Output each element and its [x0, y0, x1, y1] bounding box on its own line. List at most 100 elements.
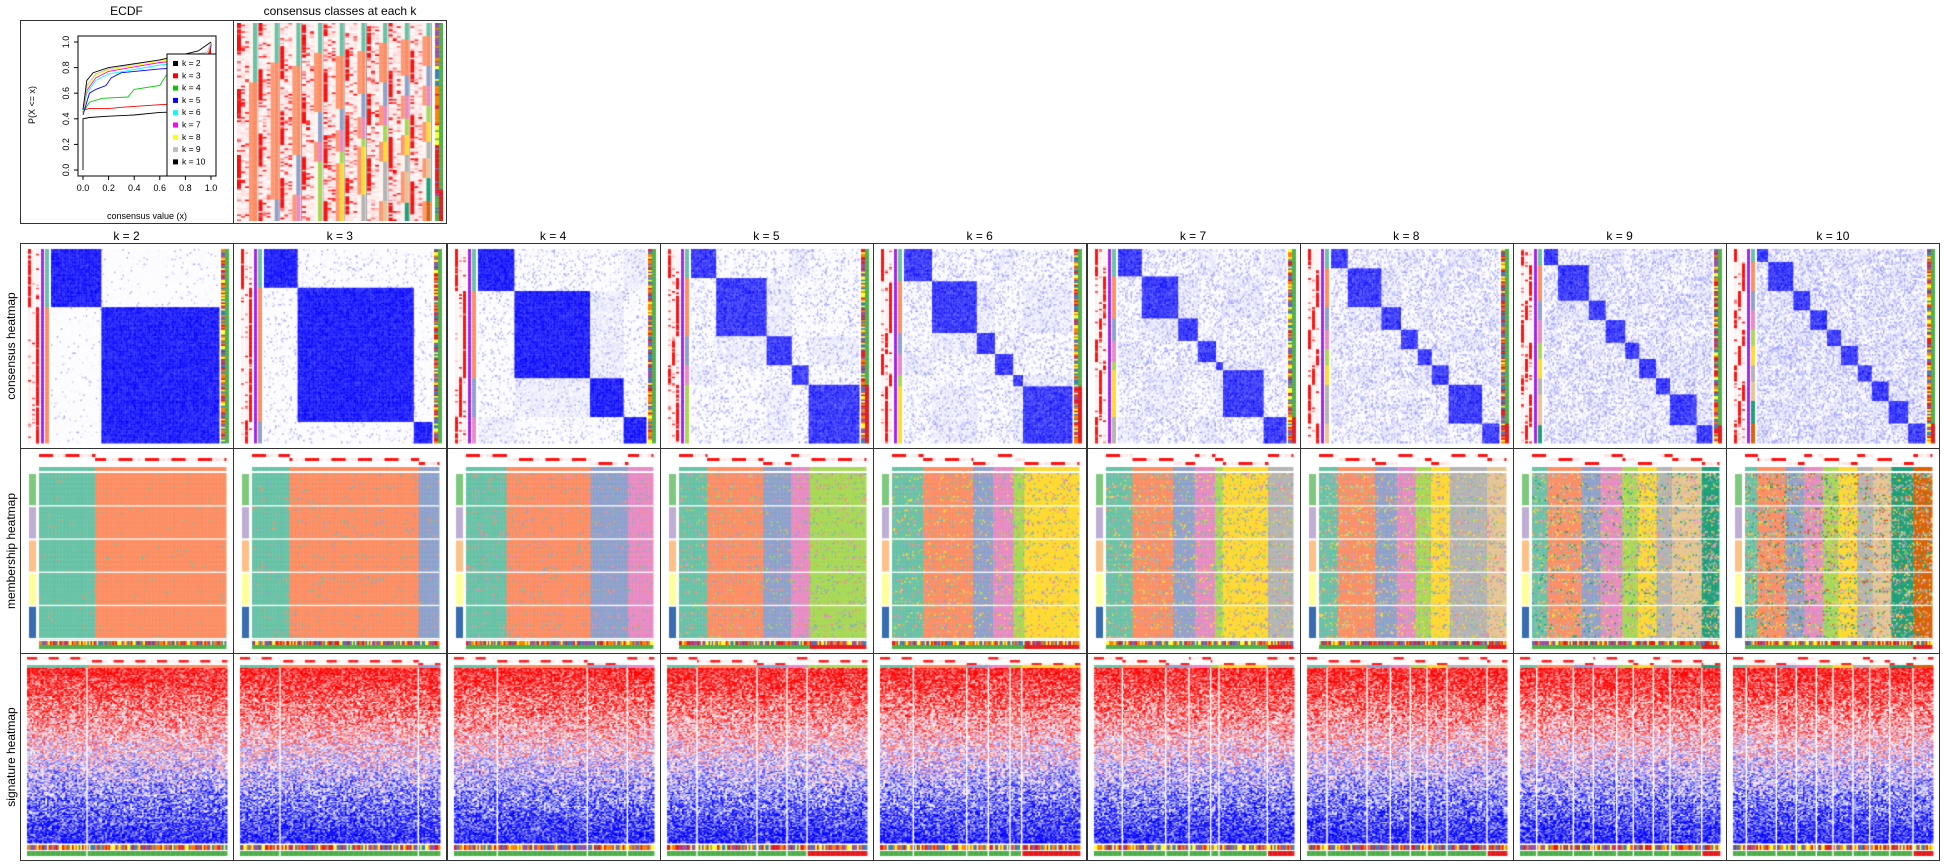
consensus-heatmap-panel-k5 [659, 243, 874, 449]
signature-heatmap-panel-k10 [1726, 653, 1941, 861]
ecdf-plot: 0.0 0.2 0.4 0.6 0.8 1.0 0.0 0.2 0.4 0.6 0.8 1.0 cons… [27, 35, 218, 221]
k-title: k = 3 [326, 229, 353, 243]
signature-heatmap-k9 [1514, 654, 1727, 860]
legend-label: k = 8 [182, 132, 201, 142]
consensus-heatmap-k4 [447, 244, 660, 448]
k-title: k = 8 [1393, 229, 1420, 243]
k-title: k = 5 [753, 229, 780, 243]
ecdf-title: ECDF [110, 4, 143, 18]
consensus-heatmap-panel-k9 [1513, 243, 1728, 449]
signature-heatmap-panel-k5 [659, 653, 874, 861]
signature-heatmap-k10 [1727, 654, 1940, 860]
legend-swatch [173, 122, 178, 128]
membership-heatmap-k7 [1087, 449, 1300, 653]
y-tick-label: 0.6 [61, 87, 71, 100]
consensus-classes-panel [233, 20, 447, 224]
legend-label: k = 6 [182, 107, 201, 117]
consensus-heatmap-k10 [1727, 244, 1940, 448]
k-title: k = 9 [1606, 229, 1633, 243]
row-label-consensus-heatmap: consensus heatmap [4, 292, 18, 400]
membership-heatmap-panel-k8 [1299, 448, 1514, 654]
consensus-heatmap-panel-k7 [1086, 243, 1301, 449]
ecdf-line-k10 [82, 41, 212, 110]
x-tick-label: 1.0 [205, 183, 218, 193]
membership-heatmap-panel-k4 [446, 448, 661, 654]
row-label-membership-heatmap: membership heatmap [4, 492, 18, 610]
k-title: k = 6 [966, 229, 993, 243]
consensus-heatmap-panel-k8 [1299, 243, 1514, 449]
legend-label: k = 9 [182, 144, 201, 154]
legend-swatch [173, 134, 178, 140]
legend-label: k = 4 [182, 83, 201, 93]
y-tick-label: 0.2 [61, 138, 71, 151]
legend-swatch [173, 147, 178, 153]
signature-heatmap-k4 [447, 654, 660, 860]
membership-heatmap-k5 [660, 449, 873, 653]
y-tick-label: 1.0 [61, 36, 71, 49]
membership-heatmap-k6 [874, 449, 1087, 653]
ecdf-panel: 0.0 0.2 0.4 0.6 0.8 1.0 0.0 0.2 0.4 0.6 0.8 1.0 cons… [20, 20, 234, 224]
legend-swatch [173, 73, 178, 79]
legend-label: k = 10 [182, 156, 206, 166]
legend-swatch [173, 159, 178, 165]
membership-heatmap-panel-k6 [873, 448, 1088, 654]
signature-heatmap-k8 [1300, 654, 1513, 860]
consensus-heatmap-panel-k6 [873, 243, 1088, 449]
x-axis-label: consensus value (x) [107, 211, 187, 221]
x-tick-label: 0.6 [154, 183, 167, 193]
row-label-signature-heatmap: signature heatmap [4, 707, 18, 807]
signature-heatmap-k6 [874, 654, 1087, 860]
membership-heatmap-panel-k2 [20, 448, 234, 654]
k-title: k = 10 [1816, 229, 1850, 243]
consensus-classes-title: consensus classes at each k [263, 4, 417, 18]
signature-heatmap-k7 [1087, 654, 1300, 860]
membership-heatmap-k10 [1727, 449, 1940, 653]
membership-heatmap-k2 [21, 449, 233, 653]
legend-swatch [173, 85, 178, 91]
legend-label: k = 5 [182, 95, 201, 105]
legend-swatch [173, 110, 178, 116]
y-tick-label: 0.4 [61, 113, 71, 126]
signature-heatmap-panel-k7 [1086, 653, 1301, 861]
consensus-heatmap-k7 [1087, 244, 1300, 448]
membership-heatmap-panel-k3 [233, 448, 448, 654]
signature-heatmap-k3 [234, 654, 447, 860]
consensus-heatmap-k6 [874, 244, 1087, 448]
membership-heatmap-panel-k10 [1726, 448, 1941, 654]
membership-heatmap-panel-k9 [1513, 448, 1728, 654]
membership-heatmap-panel-k7 [1086, 448, 1301, 654]
k-title: k = 2 [113, 229, 140, 243]
consensus-heatmap-panel-k10 [1726, 243, 1941, 449]
legend-label: k = 2 [182, 58, 201, 68]
legend-swatch [173, 97, 178, 103]
membership-heatmap-panel-k5 [659, 448, 874, 654]
k-title: k = 4 [539, 229, 567, 243]
signature-heatmap-panel-k2 [20, 653, 234, 861]
y-axis-label: P(X <= x) [27, 86, 37, 124]
signature-heatmap-panel-k6 [873, 653, 1088, 861]
signature-heatmap-k2 [21, 654, 233, 860]
y-tick-label: 0.0 [61, 164, 71, 177]
consensus-heatmap-panel-k4 [446, 243, 661, 449]
consensus-heatmap-k8 [1300, 244, 1513, 448]
legend-swatch [173, 61, 178, 66]
x-tick-label: 0.0 [77, 183, 90, 193]
k-title: k = 7 [1179, 229, 1207, 243]
membership-heatmap-k9 [1514, 449, 1727, 653]
legend-label: k = 7 [182, 120, 201, 130]
x-tick-label: 0.4 [128, 183, 141, 193]
x-tick-label: 0.8 [179, 183, 192, 193]
signature-heatmap-panel-k3 [233, 653, 448, 861]
signature-heatmap-k5 [660, 654, 873, 860]
y-tick-label: 0.8 [61, 61, 71, 74]
consensus-heatmap-k5 [660, 244, 873, 448]
membership-heatmap-k8 [1300, 449, 1513, 653]
ecdf-line-k9 [82, 41, 212, 110]
consensus-classes-heatmap [237, 23, 443, 221]
consensus-heatmap-k2 [21, 244, 233, 448]
membership-heatmap-k4 [447, 449, 660, 653]
consensus-heatmap-panel-k3 [233, 243, 448, 449]
consensus-heatmap-panel-k2 [20, 243, 234, 449]
consensus-heatmap-k3 [234, 244, 447, 448]
